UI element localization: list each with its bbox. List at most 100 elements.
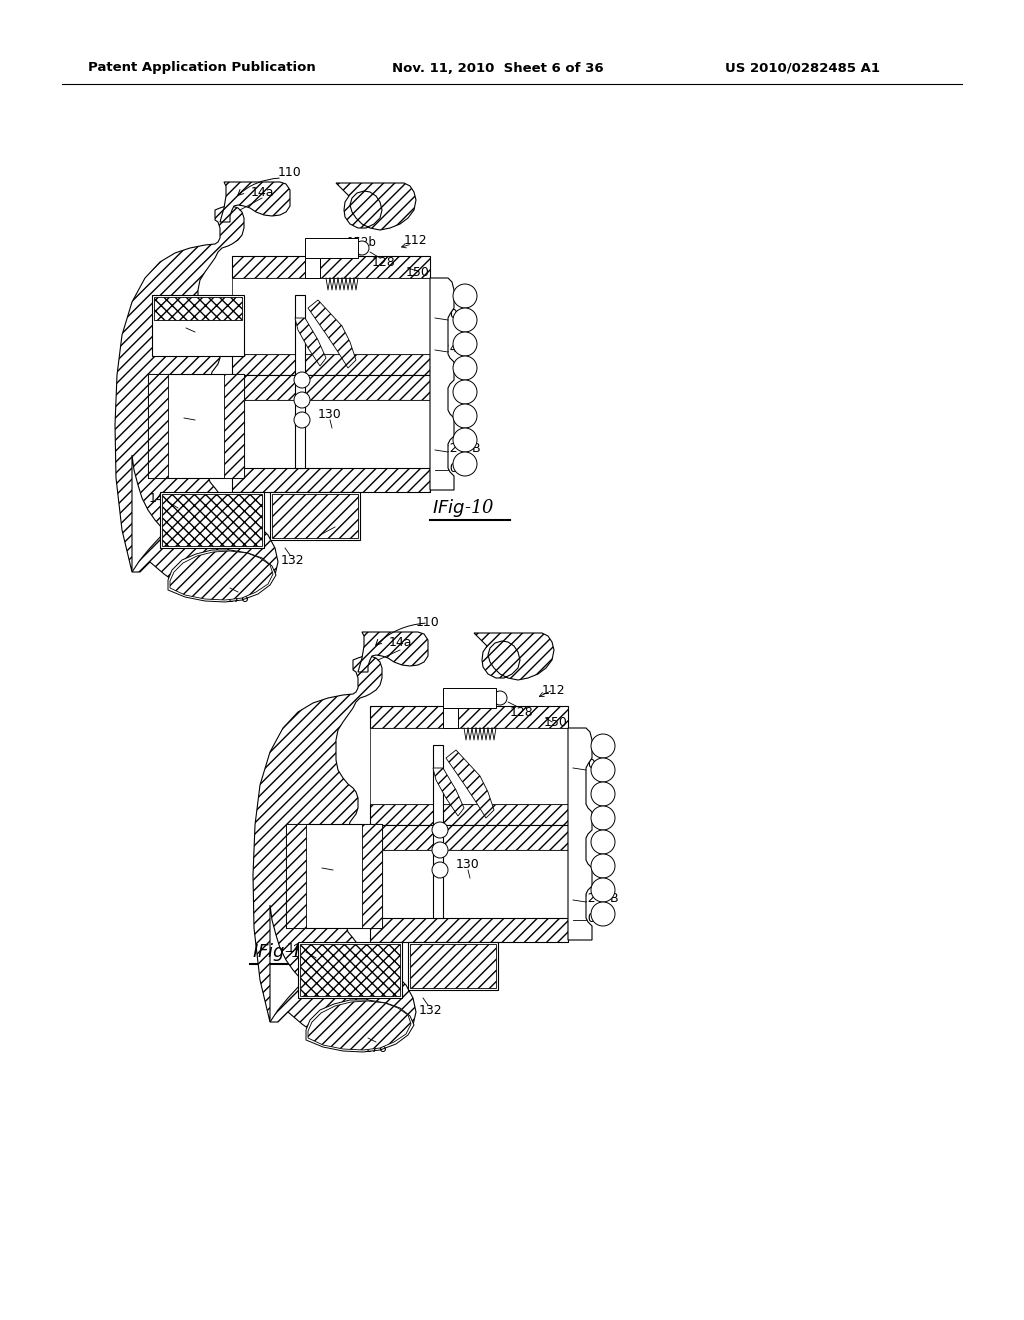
Text: 132: 132 [281, 553, 304, 566]
Text: 140: 140 [435, 462, 459, 474]
Text: 132: 132 [418, 1003, 441, 1016]
Text: 130: 130 [456, 858, 480, 871]
Polygon shape [446, 750, 494, 818]
Polygon shape [295, 294, 305, 469]
Text: 176: 176 [365, 1041, 388, 1055]
Text: 122: 122 [435, 441, 459, 454]
Polygon shape [362, 824, 382, 928]
Text: B: B [472, 441, 480, 454]
Polygon shape [270, 492, 360, 540]
Polygon shape [272, 494, 358, 539]
Polygon shape [224, 374, 244, 478]
Polygon shape [300, 944, 400, 997]
Circle shape [355, 242, 369, 255]
Circle shape [453, 404, 477, 428]
Circle shape [591, 781, 615, 807]
Text: 136: 136 [166, 318, 189, 331]
Text: 134: 134 [301, 858, 325, 871]
Text: 128: 128 [510, 705, 534, 718]
Text: 176: 176 [226, 591, 250, 605]
Circle shape [453, 380, 477, 404]
Text: 134: 134 [163, 408, 186, 421]
Circle shape [591, 854, 615, 878]
Polygon shape [232, 375, 430, 400]
Polygon shape [568, 729, 592, 940]
Text: 112: 112 [403, 234, 427, 247]
Circle shape [591, 878, 615, 902]
Text: 128: 128 [372, 256, 396, 268]
Text: 140: 140 [573, 912, 597, 924]
Circle shape [591, 830, 615, 854]
Polygon shape [410, 944, 496, 987]
Circle shape [493, 690, 507, 705]
Text: 112: 112 [542, 684, 565, 697]
Text: 142: 142 [148, 491, 172, 504]
Text: 110: 110 [416, 616, 440, 630]
Text: 130: 130 [318, 408, 342, 421]
Text: 142: 142 [286, 941, 310, 954]
Polygon shape [270, 962, 416, 1047]
Polygon shape [370, 706, 568, 729]
Text: 122: 122 [573, 891, 597, 904]
Circle shape [432, 822, 449, 838]
Polygon shape [232, 469, 430, 492]
Polygon shape [132, 512, 278, 597]
Polygon shape [232, 256, 430, 279]
Polygon shape [232, 279, 430, 354]
Polygon shape [160, 492, 264, 548]
Circle shape [432, 862, 449, 878]
Text: 150: 150 [407, 265, 430, 279]
Polygon shape [168, 550, 276, 602]
Polygon shape [220, 182, 290, 222]
Polygon shape [232, 400, 430, 469]
Circle shape [453, 333, 477, 356]
Polygon shape [430, 279, 454, 490]
Polygon shape [358, 632, 428, 672]
Polygon shape [433, 768, 464, 816]
Polygon shape [474, 634, 554, 680]
Polygon shape [370, 729, 568, 804]
Polygon shape [370, 917, 568, 942]
Circle shape [591, 734, 615, 758]
Polygon shape [232, 354, 430, 375]
Circle shape [294, 372, 310, 388]
Polygon shape [370, 850, 568, 917]
Text: $\mathit{IFig}$-10: $\mathit{IFig}$-10 [432, 498, 495, 519]
Polygon shape [295, 318, 326, 366]
Polygon shape [170, 550, 273, 601]
Polygon shape [433, 744, 443, 917]
Polygon shape [370, 804, 568, 825]
Polygon shape [148, 374, 244, 478]
Polygon shape [162, 494, 262, 546]
Circle shape [453, 284, 477, 308]
Text: 131: 131 [309, 239, 331, 252]
Text: 144: 144 [461, 689, 484, 701]
Polygon shape [286, 824, 382, 928]
Text: 150: 150 [544, 715, 568, 729]
Text: Patent Application Publication: Patent Application Publication [88, 62, 315, 74]
Polygon shape [370, 825, 568, 850]
Text: 110: 110 [279, 166, 302, 180]
Circle shape [453, 451, 477, 477]
Polygon shape [336, 183, 416, 230]
Polygon shape [308, 1001, 411, 1049]
Polygon shape [443, 708, 458, 729]
Text: 180: 180 [435, 309, 459, 322]
Circle shape [432, 842, 449, 858]
Circle shape [294, 412, 310, 428]
Text: 124: 124 [435, 342, 459, 355]
Polygon shape [408, 942, 498, 990]
Text: 14a: 14a [250, 186, 273, 198]
Polygon shape [148, 374, 168, 478]
Polygon shape [253, 656, 382, 1022]
Text: 14a: 14a [388, 635, 412, 648]
Polygon shape [286, 824, 306, 928]
Text: Nov. 11, 2010  Sheet 6 of 36: Nov. 11, 2010 Sheet 6 of 36 [392, 62, 603, 74]
Text: B: B [610, 891, 618, 904]
Text: US 2010/0282485 A1: US 2010/0282485 A1 [725, 62, 880, 74]
Circle shape [453, 428, 477, 451]
Circle shape [591, 902, 615, 927]
Text: 180: 180 [573, 759, 597, 771]
Polygon shape [308, 300, 356, 368]
Text: 144: 144 [324, 516, 347, 528]
